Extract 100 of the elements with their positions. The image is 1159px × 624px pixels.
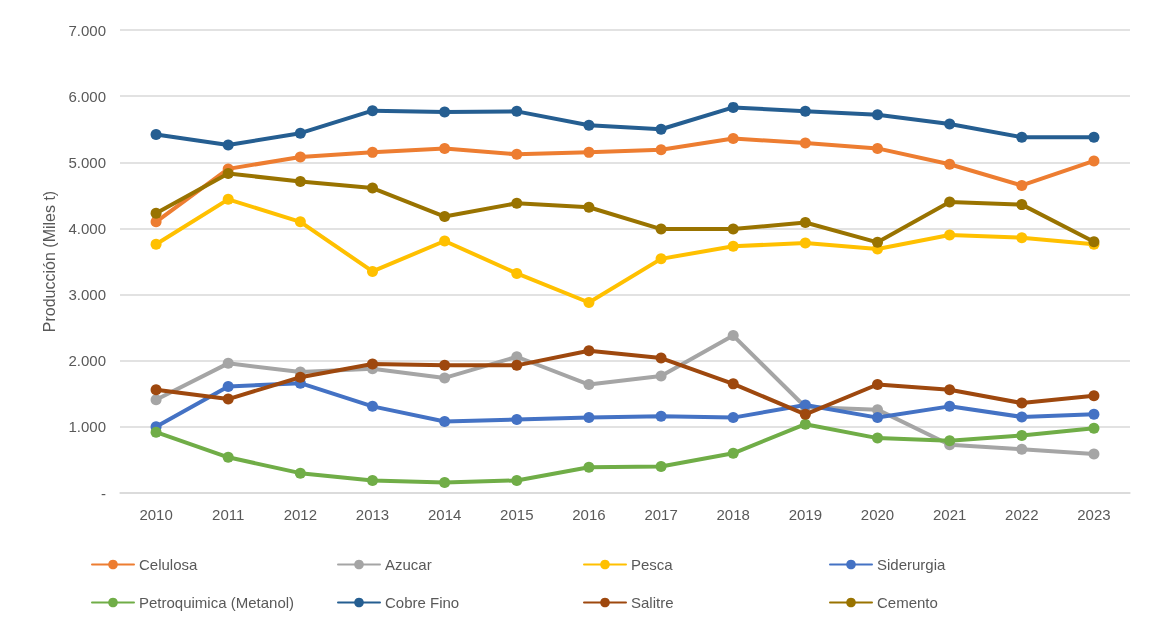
point [1016,411,1028,423]
x-tick-label: 2019 [788,506,823,523]
point [872,142,883,154]
point [1088,155,1100,167]
point [150,238,162,250]
point [727,378,739,390]
y-tick-label: 1.000 [68,418,106,436]
point [655,123,667,135]
point [1088,390,1100,402]
point [799,408,811,420]
point [367,146,378,158]
point [727,412,739,424]
y-tick-label: 5.000 [68,153,106,171]
point [511,105,523,117]
point [799,418,811,430]
point [367,358,378,370]
x-tick-label: 2010 [139,506,173,523]
point [944,118,956,130]
legend-label: Cemento [877,594,938,611]
point [583,461,595,473]
point [222,193,234,205]
point [1016,131,1028,143]
x-tick-label: 2014 [427,506,462,523]
point [583,119,595,131]
point [367,474,378,486]
point [511,474,523,486]
x-tick-label: 2017 [644,506,678,523]
y-tick-label: 4.000 [68,219,106,237]
y-tick-label: 7.000 [68,21,106,39]
point [294,127,306,139]
point [655,410,667,422]
point [583,345,595,357]
point [1088,131,1100,143]
x-tick-label: 2013 [355,506,390,523]
x-tick-label: 2012 [283,506,318,523]
point [944,384,956,396]
point [150,129,162,140]
point [1016,397,1028,409]
legend-label: Pesca [631,556,674,573]
point [727,447,739,459]
point [294,371,306,383]
point [150,426,162,438]
point [727,132,739,144]
x-tick-label: 2020 [860,506,895,523]
point [799,137,811,149]
point [583,201,595,213]
point [727,223,739,235]
point [511,148,523,160]
point [655,370,667,382]
point [294,216,306,228]
y-tick-label: 6.000 [68,87,106,105]
point [222,451,234,463]
point [150,394,162,406]
y-tick-label: 3.000 [68,286,106,304]
point [511,359,523,371]
point [1088,448,1100,460]
legend-label: Cobre Fino [385,594,460,611]
point [655,461,667,473]
x-tick-label: 2011 [212,506,245,523]
x-tick-label: 2021 [932,506,967,523]
point [439,106,451,118]
y-tick-label: 2.000 [68,352,106,370]
point [583,146,595,158]
point [944,158,956,170]
legend-label: Petroquimica (Metanol) [139,594,295,611]
point [294,175,306,187]
point [367,400,378,412]
point [439,235,451,247]
point [222,139,234,151]
point [655,253,667,265]
point [222,381,234,393]
point [511,414,523,426]
point [294,467,306,479]
point [222,357,234,369]
point [655,223,667,235]
x-tick-label: 2022 [1005,506,1039,523]
point [583,379,595,391]
x-tick-label: 2016 [572,506,606,523]
point [872,109,883,121]
point [944,435,956,447]
point [799,105,811,117]
point [727,330,739,342]
point [944,400,956,412]
x-tick-label: 2023 [1077,506,1111,523]
point [1016,443,1028,455]
point [727,240,739,252]
point [150,207,162,219]
legend-label: Siderurgia [877,556,947,573]
legend-label: Celulosa [139,556,199,573]
point [222,393,234,405]
point [439,359,451,371]
point [944,229,956,241]
point [1016,179,1028,191]
point [727,101,739,113]
point [511,197,523,209]
point [439,142,451,154]
point [367,265,378,277]
point [511,267,523,279]
x-tick-label: 2018 [716,506,750,523]
point [872,236,883,248]
